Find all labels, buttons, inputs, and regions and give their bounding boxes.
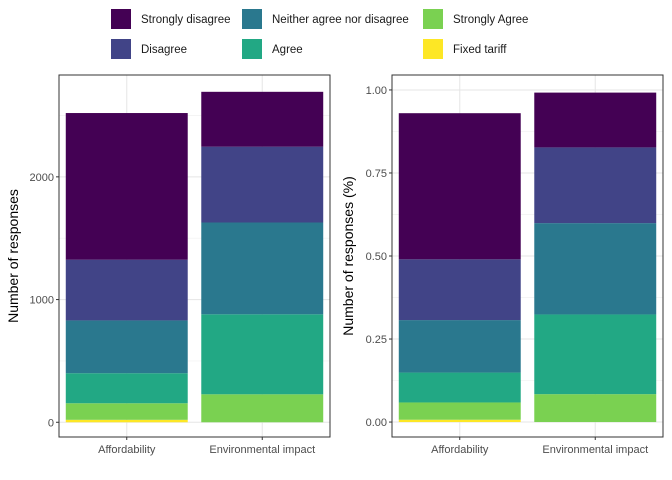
y-axis-title: Number of responses (%) bbox=[340, 176, 356, 336]
bar-environmental-impact-strongly-agree bbox=[534, 394, 657, 423]
bar-affordability-neither-agree-nor-disagree bbox=[398, 320, 521, 373]
bar-affordability-strongly-disagree bbox=[398, 113, 521, 260]
bar-affordability-strongly-agree bbox=[398, 402, 521, 420]
bar-affordability-fixed-tariff bbox=[65, 419, 188, 423]
legend-key-strongly-disagree bbox=[111, 9, 131, 29]
y-tick-label: 0.75 bbox=[366, 168, 387, 180]
bar-environmental-impact-disagree bbox=[534, 147, 657, 224]
bar-affordability-disagree bbox=[65, 259, 188, 321]
x-tick-label-environmental-impact: Environmental impact bbox=[542, 444, 648, 456]
right-panel-percent: 0.00 0.25 0.50 0.75 1.00 Affordability Environ… bbox=[340, 74, 664, 456]
legend-label-fixed-tariff: Fixed tariff bbox=[453, 44, 507, 56]
bar-affordability-strongly-agree bbox=[65, 403, 188, 420]
legend: Strongly disagree Neither agree nor disag… bbox=[111, 9, 528, 59]
y-tick-label: 0.00 bbox=[366, 417, 387, 429]
bar-affordability-neither-agree-nor-disagree bbox=[65, 320, 188, 374]
x-tick-label-affordability: Affordability bbox=[431, 444, 489, 456]
bar-environmental-impact-agree bbox=[534, 314, 657, 395]
y-axis-title: Number of responses bbox=[5, 189, 21, 323]
legend-key-strongly-agree bbox=[423, 9, 443, 29]
y-tick-label: 2000 bbox=[30, 172, 54, 184]
legend-label-agree: Agree bbox=[272, 44, 303, 56]
legend-label-strongly-disagree: Strongly disagree bbox=[141, 14, 231, 26]
y-tick-label: 1000 bbox=[30, 295, 54, 307]
legend-label-disagree: Disagree bbox=[141, 44, 187, 56]
bar-affordability-agree bbox=[65, 373, 188, 404]
panel-border bbox=[58, 74, 331, 438]
legend-key-disagree bbox=[111, 39, 131, 59]
bar-environmental-impact-strongly-agree bbox=[201, 394, 324, 423]
legend-key-fixed-tariff bbox=[423, 39, 443, 59]
bar-environmental-impact-neither-agree-nor-disagree bbox=[534, 223, 657, 315]
bar-environmental-impact-strongly-disagree bbox=[534, 92, 657, 148]
bar-environmental-impact-disagree bbox=[201, 146, 324, 223]
legend-label-neither-agree-nor-disagree: Neither agree nor disagree bbox=[272, 14, 409, 26]
y-tick-label: 0 bbox=[48, 417, 54, 429]
y-tick-label: 0.50 bbox=[366, 251, 387, 263]
bar-affordability-strongly-disagree bbox=[65, 113, 188, 260]
bar-environmental-impact-strongly-disagree bbox=[201, 91, 324, 147]
y-tick-label: 1.00 bbox=[366, 85, 387, 97]
bar-affordability-fixed-tariff bbox=[398, 419, 521, 423]
y-tick-label: 0.25 bbox=[366, 334, 387, 346]
legend-key-agree bbox=[242, 39, 262, 59]
x-tick-label-affordability: Affordability bbox=[98, 444, 156, 456]
bar-affordability-disagree bbox=[398, 259, 521, 321]
bar-affordability-agree bbox=[398, 372, 521, 403]
legend-key-neither-agree-nor-disagree bbox=[242, 9, 262, 29]
x-tick-label-environmental-impact: Environmental impact bbox=[209, 444, 315, 456]
bar-environmental-impact-agree bbox=[201, 314, 324, 395]
bar-environmental-impact-neither-agree-nor-disagree bbox=[201, 222, 324, 315]
legend-label-strongly-agree: Strongly Agree bbox=[453, 14, 528, 26]
left-panel-count: 0 1000 2000 Affordability Environmental impa… bbox=[5, 74, 331, 456]
